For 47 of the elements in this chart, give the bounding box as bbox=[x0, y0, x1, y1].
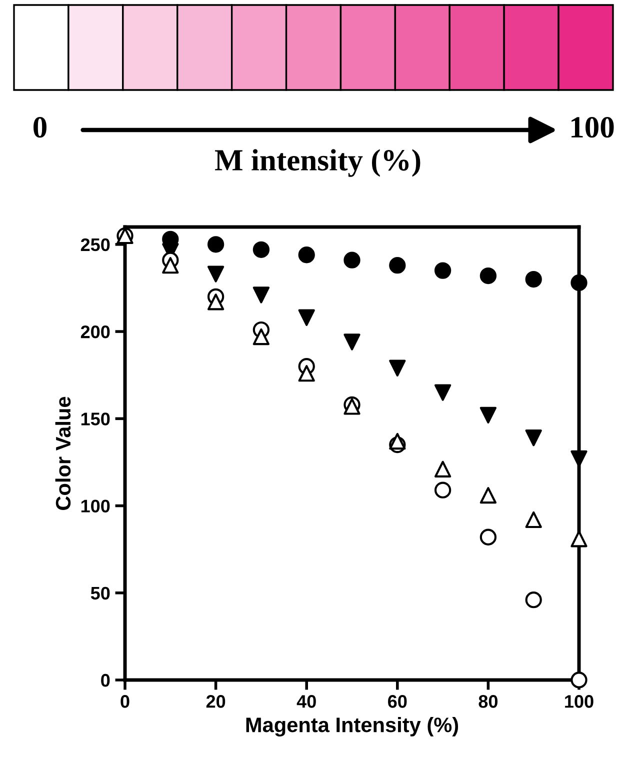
point bbox=[434, 384, 452, 401]
point bbox=[480, 486, 497, 504]
point bbox=[298, 365, 315, 382]
y-tick-label: 50 bbox=[90, 586, 110, 600]
y-axis-title: Color Value bbox=[55, 396, 71, 510]
point bbox=[570, 450, 588, 468]
point bbox=[389, 360, 406, 376]
y-tick-label: 100 bbox=[81, 500, 110, 512]
point bbox=[207, 266, 224, 282]
x-tick-label: 40 bbox=[296, 695, 316, 708]
text: 100 bbox=[572, 117, 614, 138]
text: M intensity (%) bbox=[214, 149, 420, 177]
point bbox=[525, 511, 542, 528]
point bbox=[344, 252, 360, 268]
x-axis-title: Magenta Intensity (%) bbox=[246, 716, 458, 736]
point bbox=[434, 482, 452, 498]
point bbox=[207, 294, 224, 310]
text: 0 bbox=[34, 117, 46, 138]
point bbox=[252, 286, 270, 304]
point bbox=[525, 429, 542, 446]
point bbox=[252, 328, 270, 346]
y-tick-label: 150 bbox=[81, 412, 110, 426]
point bbox=[389, 257, 406, 274]
point bbox=[434, 460, 452, 478]
point bbox=[207, 236, 224, 253]
point bbox=[298, 309, 315, 326]
point bbox=[480, 528, 497, 546]
y-tick-label: 0 bbox=[101, 674, 110, 687]
point bbox=[525, 592, 542, 608]
point bbox=[344, 334, 360, 350]
point bbox=[570, 530, 588, 548]
x-tick-label: 0 bbox=[120, 695, 130, 708]
x-tick-label: 20 bbox=[206, 695, 226, 708]
y-tick-label: 200 bbox=[80, 325, 110, 338]
point bbox=[434, 262, 452, 279]
point bbox=[389, 432, 406, 450]
x-tick-label: 100 bbox=[565, 695, 594, 708]
y-tick-label: 250 bbox=[80, 238, 110, 252]
point bbox=[162, 257, 179, 274]
point bbox=[298, 246, 315, 264]
point bbox=[252, 241, 270, 258]
x-tick-label: 60 bbox=[388, 695, 407, 708]
point bbox=[480, 267, 497, 284]
point bbox=[570, 274, 588, 292]
x-tick-label: 80 bbox=[478, 695, 498, 708]
point bbox=[525, 270, 542, 288]
point bbox=[480, 406, 497, 424]
